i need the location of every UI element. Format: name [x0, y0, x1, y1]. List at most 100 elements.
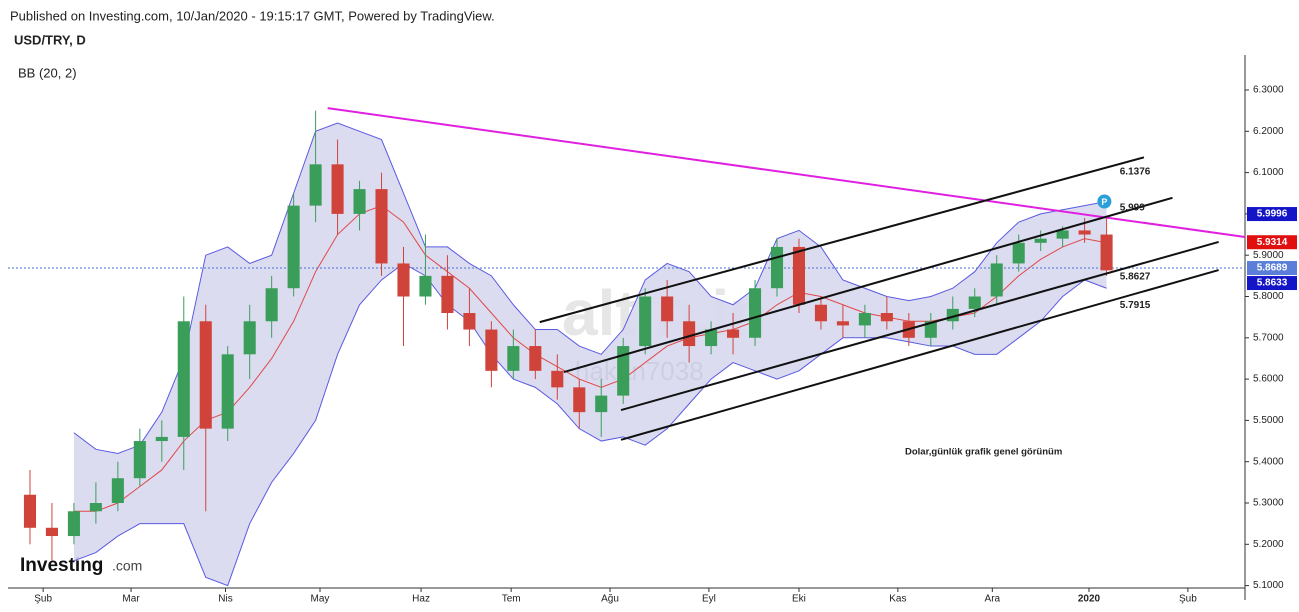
candle-body — [485, 329, 498, 371]
x-tick-label: Şub — [34, 594, 52, 605]
candle-body — [705, 329, 718, 347]
candle-body — [1078, 230, 1091, 235]
candle-body — [67, 511, 80, 537]
x-tick-label: Şub — [1179, 594, 1197, 605]
y-tick-label: 5.7000 — [1253, 332, 1284, 343]
candle-body — [1056, 230, 1069, 239]
price-tag — [1247, 207, 1297, 222]
trend-line — [539, 156, 1145, 324]
x-tick-label: Ağu — [601, 594, 619, 605]
candle-body — [924, 321, 937, 338]
candle-body — [331, 164, 344, 214]
candle-body — [199, 321, 212, 429]
y-tick-label: 6.2000 — [1253, 126, 1284, 137]
logo-brand: Investing — [20, 555, 103, 576]
y-tick-label: 5.4000 — [1253, 456, 1284, 467]
price-tag — [1247, 235, 1297, 250]
candle-body — [814, 304, 827, 322]
candle-body — [727, 329, 740, 338]
y-tick-label: 5.8000 — [1253, 291, 1284, 302]
candle-body — [221, 354, 234, 429]
candle-body — [375, 189, 388, 264]
candle-body — [1034, 238, 1047, 243]
candle-body — [595, 395, 608, 413]
y-tick-label: 6.3000 — [1253, 85, 1284, 96]
candle-body — [111, 478, 124, 504]
candle-body — [133, 441, 146, 479]
candle-body — [836, 321, 849, 326]
candle-body — [529, 346, 542, 371]
background-layer — [8, 55, 1246, 600]
price-tag-label: 5.8689 — [1257, 263, 1288, 274]
x-tick-label: Haz — [412, 594, 430, 605]
candle-body — [858, 313, 871, 326]
candle-body — [353, 189, 366, 214]
symbol: USD/TRY, D — [14, 32, 86, 47]
marker-text: P — [1101, 197, 1107, 207]
y-tick-label: 5.3000 — [1253, 498, 1284, 509]
candle-body — [968, 296, 981, 309]
candle-body — [507, 346, 520, 371]
y-tick-label: 5.9000 — [1253, 250, 1284, 261]
x-tick-label: Tem — [502, 594, 521, 605]
candle-body — [1012, 242, 1025, 264]
candle-body — [770, 246, 784, 289]
indicator-label: BB (20, 2) — [18, 65, 77, 80]
x-tick-label: May — [311, 594, 330, 605]
trend-line — [620, 241, 1219, 412]
candle-body — [551, 370, 564, 388]
candle-body — [287, 205, 300, 289]
x-tick-label: Eki — [792, 594, 806, 605]
candle-body — [617, 346, 630, 396]
band-line — [73, 205, 1107, 512]
trend-line — [327, 107, 1246, 239]
y-tick-label: 6.1000 — [1253, 167, 1284, 178]
candle-body — [573, 387, 586, 413]
trend-label: 6.1376 — [1120, 167, 1151, 178]
candle-body — [661, 296, 674, 322]
price-tag — [1247, 261, 1297, 276]
candle-body — [309, 164, 322, 206]
candle-body — [23, 494, 37, 528]
candle-body — [397, 263, 410, 297]
candle-body — [1100, 234, 1113, 271]
x-tick-label: Nis — [218, 594, 232, 605]
candle-body — [748, 288, 762, 338]
candle-body — [243, 321, 256, 355]
price-tag-label: 5.8633 — [1257, 278, 1288, 289]
candle-body — [880, 313, 893, 322]
trend-line — [563, 196, 1173, 374]
logo-suffix: .com — [112, 558, 142, 574]
trend-label: 5.999 — [1120, 203, 1145, 214]
annotation: Dolar,günlük grafik genel görünüm — [905, 447, 1062, 458]
candle-body — [45, 527, 58, 537]
trend-label: 5.7915 — [1120, 300, 1151, 311]
candle-body — [990, 263, 1003, 297]
candle-body — [441, 275, 454, 314]
y-tick-label: 5.5000 — [1253, 415, 1284, 426]
band-fill — [73, 123, 1107, 586]
x-tick-label: Ara — [985, 594, 1001, 605]
y-tick-label: 5.2000 — [1253, 539, 1284, 550]
candle-body — [463, 313, 476, 330]
y-tick-label: 5.6000 — [1253, 374, 1284, 385]
candle-body — [419, 275, 432, 297]
y-tick-label: 5.1000 — [1253, 580, 1284, 591]
x-tick-label: 2020 — [1078, 594, 1101, 605]
trend-label: 5.8627 — [1120, 271, 1151, 282]
marker — [1097, 194, 1112, 209]
x-tick-label: Eyl — [702, 594, 716, 605]
trend-line — [620, 269, 1219, 441]
candle-body — [265, 288, 278, 322]
x-tick-label: Mar — [122, 594, 140, 605]
band-line — [73, 122, 1107, 454]
price-tag-label: 5.9314 — [1257, 237, 1288, 248]
candle-body — [639, 296, 652, 347]
band-line — [73, 262, 1107, 587]
candle-body — [683, 321, 696, 347]
candle-body — [155, 436, 168, 442]
candle-body — [177, 321, 190, 437]
published-note: Published on Investing.com, 10/Jan/2020 … — [10, 8, 495, 23]
price-tag-label: 5.9996 — [1257, 209, 1288, 220]
